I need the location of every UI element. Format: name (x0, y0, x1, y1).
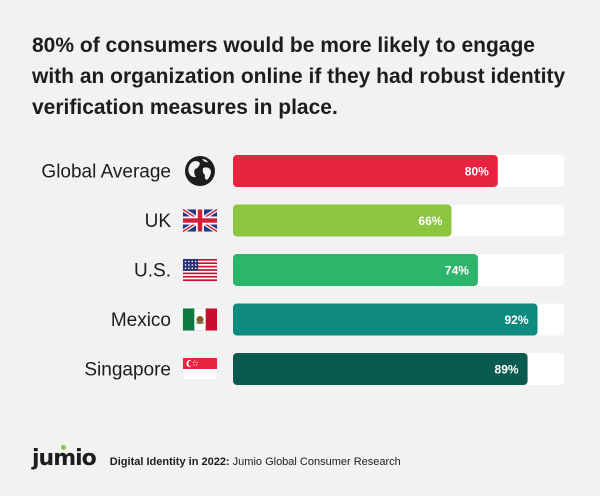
uk-flag-icon (181, 207, 219, 234)
jumio-logo: jumio (32, 445, 97, 471)
footer: jumio Digital Identity in 2022: Jumio Gl… (32, 445, 401, 471)
category-label: Mexico (111, 310, 171, 331)
category-label: UK (145, 211, 172, 232)
bar-value-label: 74% (445, 264, 469, 278)
bar (233, 155, 498, 187)
singapore-flag-icon (182, 357, 218, 381)
category-label: U.S. (134, 261, 171, 282)
bar-value-label: 66% (418, 214, 442, 228)
chart-title: 80% of consumers would be more likely to… (32, 34, 566, 119)
bar (233, 254, 478, 286)
bar (233, 303, 538, 336)
category-label: Singapore (84, 360, 171, 381)
category-label: Global Average (41, 162, 171, 183)
bar-value-label: 89% (495, 363, 519, 377)
bar (233, 204, 452, 237)
logo-dot (61, 445, 66, 450)
bar-value-label: 80% (465, 165, 489, 179)
us-flag-icon (182, 258, 218, 282)
bar (233, 353, 528, 385)
source-note: Digital Identity in 2022: Jumio Global C… (110, 456, 401, 468)
mexico-flag-icon (182, 308, 218, 331)
source-bold: Digital Identity in 2022: (109, 456, 230, 468)
source-rest: Jumio Global Consumer Research (229, 456, 401, 468)
globe-icon (185, 156, 215, 186)
bar-value-label: 92% (504, 313, 528, 327)
